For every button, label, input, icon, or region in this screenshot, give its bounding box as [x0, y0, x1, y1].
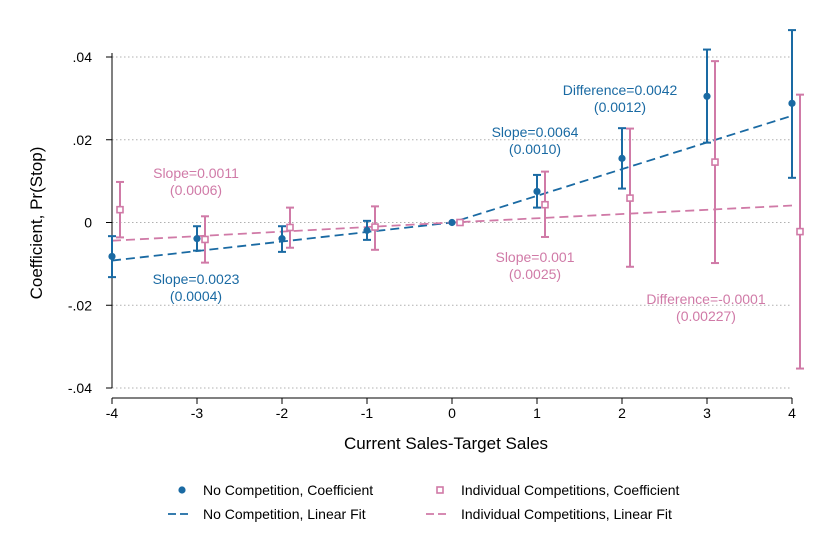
x-tick-label: -2: [276, 405, 289, 421]
no-competition-point: [533, 187, 541, 196]
individual-point: [711, 158, 719, 166]
no-competition-point: [618, 154, 626, 162]
x-tick-label: 4: [788, 405, 796, 421]
y-tick-label: 0: [84, 215, 92, 231]
no-competition-point: [703, 92, 711, 100]
no-competition-point: [108, 252, 116, 261]
no-competition-point: [193, 235, 201, 243]
annotation-label: Slope=0.0011: [153, 165, 239, 181]
y-tick-label: .04: [73, 49, 93, 65]
no-competition-point: [278, 235, 286, 243]
annotation-label: Slope=0.0064: [492, 124, 579, 140]
axes: -.04 -.02 0 .02 .04 -4 -3 -2 -1 0 1 2 3 4: [68, 49, 796, 421]
x-tick-label: -1: [361, 405, 374, 421]
annotations: Difference=0.0042(0.0012)Slope=0.0064(0.…: [153, 82, 766, 324]
annotation-label: (0.00227): [676, 308, 736, 324]
individual-point: [116, 205, 124, 214]
y-tick-label: .02: [73, 132, 93, 148]
legend-label: Individual Competitions, Coefficient: [461, 482, 680, 498]
y-tick-label: -.02: [68, 297, 92, 313]
y-tick-label: -.04: [68, 380, 92, 396]
no-competition-point: [363, 226, 371, 234]
individual-point: [201, 235, 209, 244]
no-competition-point: [788, 99, 796, 107]
x-tick-label: 3: [703, 405, 711, 421]
legend-label: No Competition, Linear Fit: [203, 506, 366, 522]
x-tick-label: 2: [618, 405, 626, 421]
y-axis-title: Coefficient, Pr(Stop): [27, 147, 46, 300]
individual-point: [541, 200, 549, 209]
legend-label: Individual Competitions, Linear Fit: [461, 506, 672, 522]
no-competition-point: [448, 218, 456, 227]
legend-square-marker: [436, 486, 444, 494]
individual-point: [456, 218, 464, 227]
annotation-label: (0.0012): [594, 99, 646, 115]
individual-point: [371, 223, 379, 231]
x-tick-label: 1: [533, 405, 541, 421]
x-tick-label: 0: [448, 405, 456, 421]
annotation-label: Difference=-0.0001: [646, 291, 765, 307]
annotation-label: Slope=0.001: [495, 249, 574, 265]
individual-point: [626, 194, 634, 202]
data-points: [108, 92, 804, 261]
annotation-label: (0.0025): [509, 266, 561, 282]
x-axis-title: Current Sales-Target Sales: [344, 434, 548, 453]
legend-label: No Competition, Coefficient: [203, 482, 373, 498]
annotation-label: Slope=0.0023: [153, 271, 240, 287]
individual-point: [286, 223, 294, 232]
x-tick-label: -4: [106, 405, 119, 421]
legend: No Competition, Coefficient Individual Co…: [168, 482, 680, 522]
annotation-label: (0.0010): [509, 141, 561, 157]
annotation-label: (0.0006): [170, 182, 222, 198]
x-tick-label: -3: [191, 405, 204, 421]
annotation-label: (0.0004): [170, 288, 222, 304]
legend-dot-marker: [178, 486, 186, 494]
annotation-label: Difference=0.0042: [563, 82, 678, 98]
individual-point: [796, 227, 804, 236]
